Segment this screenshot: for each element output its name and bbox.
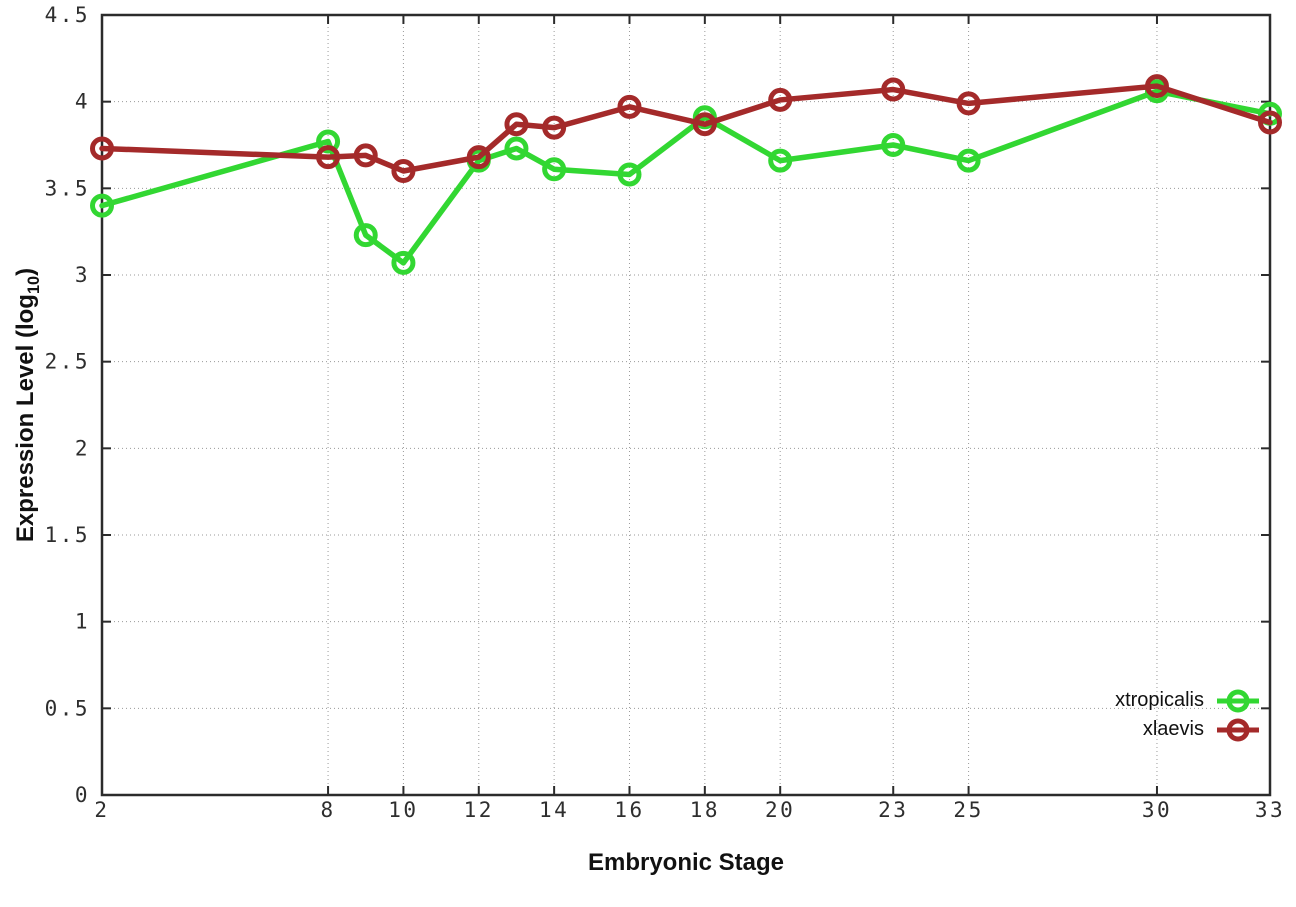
legend-item-xtropicalis: xtropicalis <box>1115 686 1260 715</box>
x-tick-label: 18 <box>690 798 720 822</box>
x-tick-label: 30 <box>1142 798 1172 822</box>
x-tick-label: 20 <box>765 798 795 822</box>
data-point-xlaevis-33 <box>1258 110 1282 135</box>
series-line-xtropicalis <box>99 88 1273 266</box>
y-tick-label: 4.5 <box>45 3 90 27</box>
data-point-xtropicalis-16 <box>617 162 642 187</box>
x-tick-label: 14 <box>539 798 569 822</box>
x-tick-label: 8 <box>320 798 335 822</box>
y-tick-label: 3 <box>75 263 90 287</box>
data-point-xlaevis-14 <box>542 115 567 140</box>
y-axis-title-suffix: ) <box>12 267 39 276</box>
data-point-xlaevis-20 <box>768 87 793 112</box>
y-tick-label: 3.5 <box>45 176 90 200</box>
x-axis-title: Embryonic Stage <box>587 849 785 876</box>
data-point-xtropicalis-9 <box>353 223 378 248</box>
data-point-xtropicalis-8 <box>316 129 341 154</box>
data-point-xtropicalis-20 <box>768 148 793 173</box>
x-tick-label: 33 <box>1255 798 1285 822</box>
y-axis-title-subscript: 10 <box>24 275 43 295</box>
data-point-xlaevis-9 <box>353 143 378 168</box>
y-axis-title-text: Expression Level (log <box>12 294 39 543</box>
y-tick-label: 2 <box>75 436 90 460</box>
x-tick-label: 2 <box>94 798 109 822</box>
x-tick-label: 10 <box>388 798 418 822</box>
y-tick-label: 0.5 <box>45 696 90 720</box>
data-point-xlaevis-8 <box>316 145 341 170</box>
legend-sample-marker-xlaevis <box>1217 718 1259 741</box>
data-point-xlaevis-23 <box>881 77 906 102</box>
legend-label-xlaevis: xlaevis <box>1142 718 1204 740</box>
data-point-xtropicalis-2 <box>90 193 114 218</box>
x-tick-label: 23 <box>878 798 908 822</box>
data-point-xtropicalis-13 <box>504 136 529 161</box>
y-tick-label: 0 <box>75 783 90 807</box>
x-tick-label: 16 <box>614 798 644 822</box>
data-point-xlaevis-16 <box>617 94 642 119</box>
data-point-xlaevis-13 <box>504 112 529 137</box>
data-point-xtropicalis-25 <box>956 148 981 173</box>
legend-item-xlaevis: xlaevis <box>1115 715 1260 744</box>
legend-sample-marker-xtropicalis <box>1217 689 1259 712</box>
y-tick-label: 2.5 <box>45 350 90 374</box>
data-point-xlaevis-18 <box>692 112 717 137</box>
legend-marker-xtropicalis <box>1226 689 1250 712</box>
data-point-xtropicalis-10 <box>391 250 416 275</box>
data-point-xlaevis-12 <box>466 145 491 170</box>
data-point-xtropicalis-14 <box>542 157 567 182</box>
y-tick-label: 4 <box>75 90 90 114</box>
plot-frame <box>100 13 1272 797</box>
y-tick-label: 1.5 <box>45 523 90 547</box>
data-point-xlaevis-2 <box>90 136 114 161</box>
x-tick-label: 12 <box>464 798 494 822</box>
legend-label-xtropicalis: xtropicalis <box>1115 689 1204 711</box>
y-axis-title: Expression Level (log10) <box>8 15 44 795</box>
x-tick-label: 25 <box>953 798 983 822</box>
data-point-xtropicalis-23 <box>881 133 906 157</box>
legend-marker-xlaevis <box>1226 718 1250 741</box>
legend: xtropicalis xlaevis <box>1115 686 1260 744</box>
data-point-xlaevis-10 <box>391 159 416 183</box>
y-tick-label: 1 <box>75 610 90 634</box>
data-point-xlaevis-25 <box>956 91 981 116</box>
data-point-xlaevis-30 <box>1144 74 1169 99</box>
series-line-xlaevis <box>99 83 1273 174</box>
